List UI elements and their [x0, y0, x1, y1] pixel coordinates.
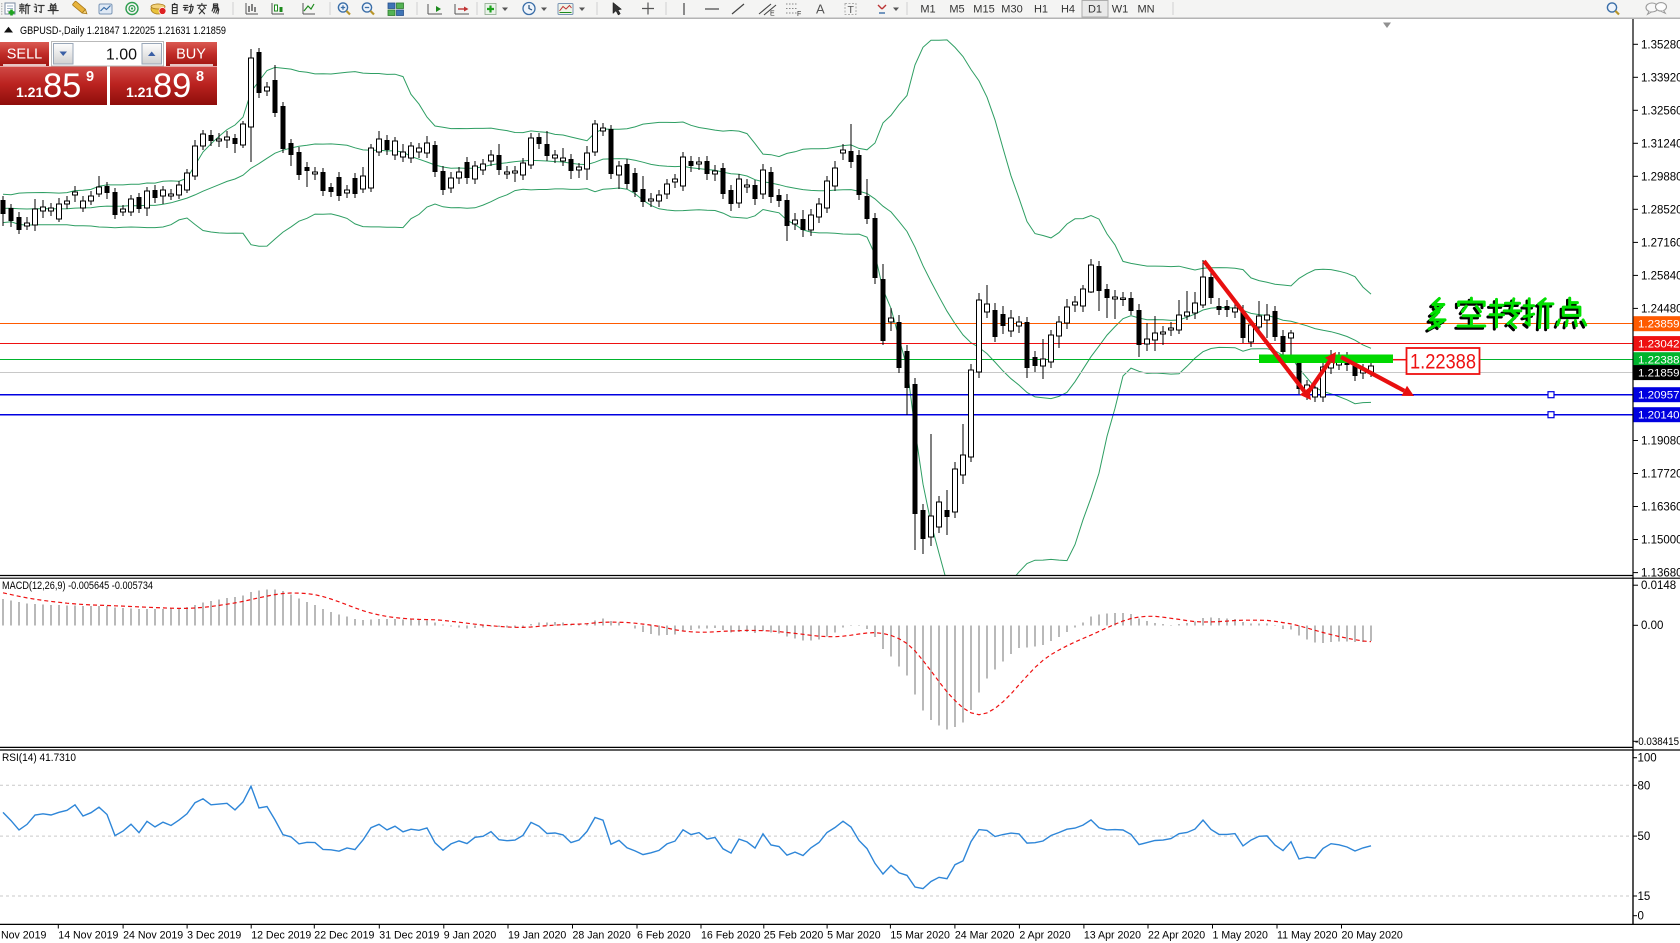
svg-text:M15: M15 [973, 4, 994, 16]
svg-text:1.20140: 1.20140 [1638, 410, 1680, 422]
svg-text:80: 80 [1638, 780, 1651, 792]
svg-text:9 Jan 2020: 9 Jan 2020 [444, 930, 497, 942]
svg-text:1.23042: 1.23042 [1638, 339, 1680, 351]
svg-text:1.16360: 1.16360 [1641, 502, 1680, 514]
svg-text:Nov 2019: Nov 2019 [1, 930, 46, 942]
svg-text:1.22388: 1.22388 [1638, 355, 1680, 367]
svg-text:1 May 2020: 1 May 2020 [1213, 930, 1268, 942]
svg-text:BUY: BUY [176, 47, 206, 63]
svg-text:11 May 2020: 11 May 2020 [1277, 930, 1338, 942]
svg-text:1.00: 1.00 [106, 47, 137, 64]
svg-text:H1: H1 [1034, 4, 1048, 16]
svg-text:1.22388: 1.22388 [1410, 351, 1476, 374]
svg-text:W1: W1 [1112, 4, 1129, 16]
svg-text:1.13680: 1.13680 [1641, 568, 1680, 580]
svg-text:1.24480: 1.24480 [1641, 303, 1680, 315]
svg-text:T: T [848, 4, 855, 16]
svg-text:1.27160: 1.27160 [1641, 237, 1680, 249]
svg-text:9: 9 [86, 69, 94, 85]
svg-text:GBPUSD-,Daily 1.21847 1.22025: GBPUSD-,Daily 1.21847 1.22025 1.21631 1.… [20, 25, 226, 37]
svg-text:13 Apr 2020: 13 Apr 2020 [1084, 930, 1141, 942]
svg-text:F: F [797, 11, 801, 18]
svg-text:2 Apr 2020: 2 Apr 2020 [1019, 930, 1070, 942]
svg-text:1.23859: 1.23859 [1638, 319, 1680, 331]
svg-text:25 Feb 2020: 25 Feb 2020 [764, 930, 824, 942]
svg-text:24 Nov 2019: 24 Nov 2019 [123, 930, 183, 942]
svg-text:H4: H4 [1061, 4, 1075, 16]
svg-text:0.0148: 0.0148 [1641, 580, 1676, 592]
svg-text:0: 0 [1638, 911, 1644, 923]
svg-text:-0.038415: -0.038415 [1635, 736, 1679, 748]
svg-text:1.28520: 1.28520 [1641, 204, 1680, 216]
svg-text:M1: M1 [920, 4, 935, 16]
svg-text:28 Jan 2020: 28 Jan 2020 [573, 930, 631, 942]
svg-text:16 Feb 2020: 16 Feb 2020 [701, 930, 761, 942]
svg-text:1.20957: 1.20957 [1638, 390, 1680, 402]
svg-text:5 Mar 2020: 5 Mar 2020 [827, 930, 881, 942]
svg-text:1.15000: 1.15000 [1641, 535, 1680, 547]
svg-text:1.17720: 1.17720 [1641, 469, 1680, 481]
svg-text:1.33920: 1.33920 [1641, 72, 1680, 84]
svg-text:A: A [816, 2, 825, 17]
svg-text:M30: M30 [1001, 4, 1022, 16]
svg-text:1.21: 1.21 [126, 84, 153, 100]
svg-text:15: 15 [1638, 891, 1651, 903]
svg-text:0.00: 0.00 [1641, 620, 1663, 632]
svg-text:20 May 2020: 20 May 2020 [1342, 930, 1403, 942]
svg-text:RSI(14) 41.7310: RSI(14) 41.7310 [2, 752, 76, 764]
svg-text:14 Nov 2019: 14 Nov 2019 [58, 930, 118, 942]
svg-text:E: E [770, 11, 775, 18]
svg-text:22 Dec 2019: 22 Dec 2019 [314, 930, 374, 942]
svg-text:19 Jan 2020: 19 Jan 2020 [508, 930, 566, 942]
svg-text:M5: M5 [949, 4, 964, 16]
svg-text:1.21: 1.21 [16, 84, 43, 100]
svg-text:SELL: SELL [7, 47, 42, 63]
svg-text:1.29880: 1.29880 [1641, 171, 1680, 183]
svg-text:6 Feb 2020: 6 Feb 2020 [637, 930, 691, 942]
svg-text:MN: MN [1137, 4, 1154, 16]
svg-text:8: 8 [196, 69, 204, 85]
svg-text:1.19080: 1.19080 [1641, 436, 1680, 448]
svg-text:D1: D1 [1088, 4, 1102, 16]
svg-text:1.25840: 1.25840 [1641, 270, 1680, 282]
svg-text:85: 85 [43, 67, 81, 105]
svg-text:100: 100 [1638, 753, 1657, 765]
svg-text:89: 89 [153, 67, 191, 105]
svg-text:15 Mar 2020: 15 Mar 2020 [890, 930, 950, 942]
svg-text:31 Dec 2019: 31 Dec 2019 [379, 930, 439, 942]
svg-text:MACD(12,26,9) -0.005645 -0.005: MACD(12,26,9) -0.005645 -0.005734 [2, 580, 153, 592]
svg-text:1.31240: 1.31240 [1641, 138, 1680, 150]
svg-text:50: 50 [1638, 831, 1651, 843]
svg-text:22 Apr 2020: 22 Apr 2020 [1148, 930, 1205, 942]
svg-text:3 Dec 2019: 3 Dec 2019 [187, 930, 241, 942]
svg-text:1.21859: 1.21859 [1638, 368, 1680, 380]
svg-text:1.32560: 1.32560 [1641, 105, 1680, 117]
svg-text:1.35280: 1.35280 [1641, 39, 1680, 51]
svg-text:24 Mar 2020: 24 Mar 2020 [955, 930, 1015, 942]
svg-text:12 Dec 2019: 12 Dec 2019 [251, 930, 311, 942]
